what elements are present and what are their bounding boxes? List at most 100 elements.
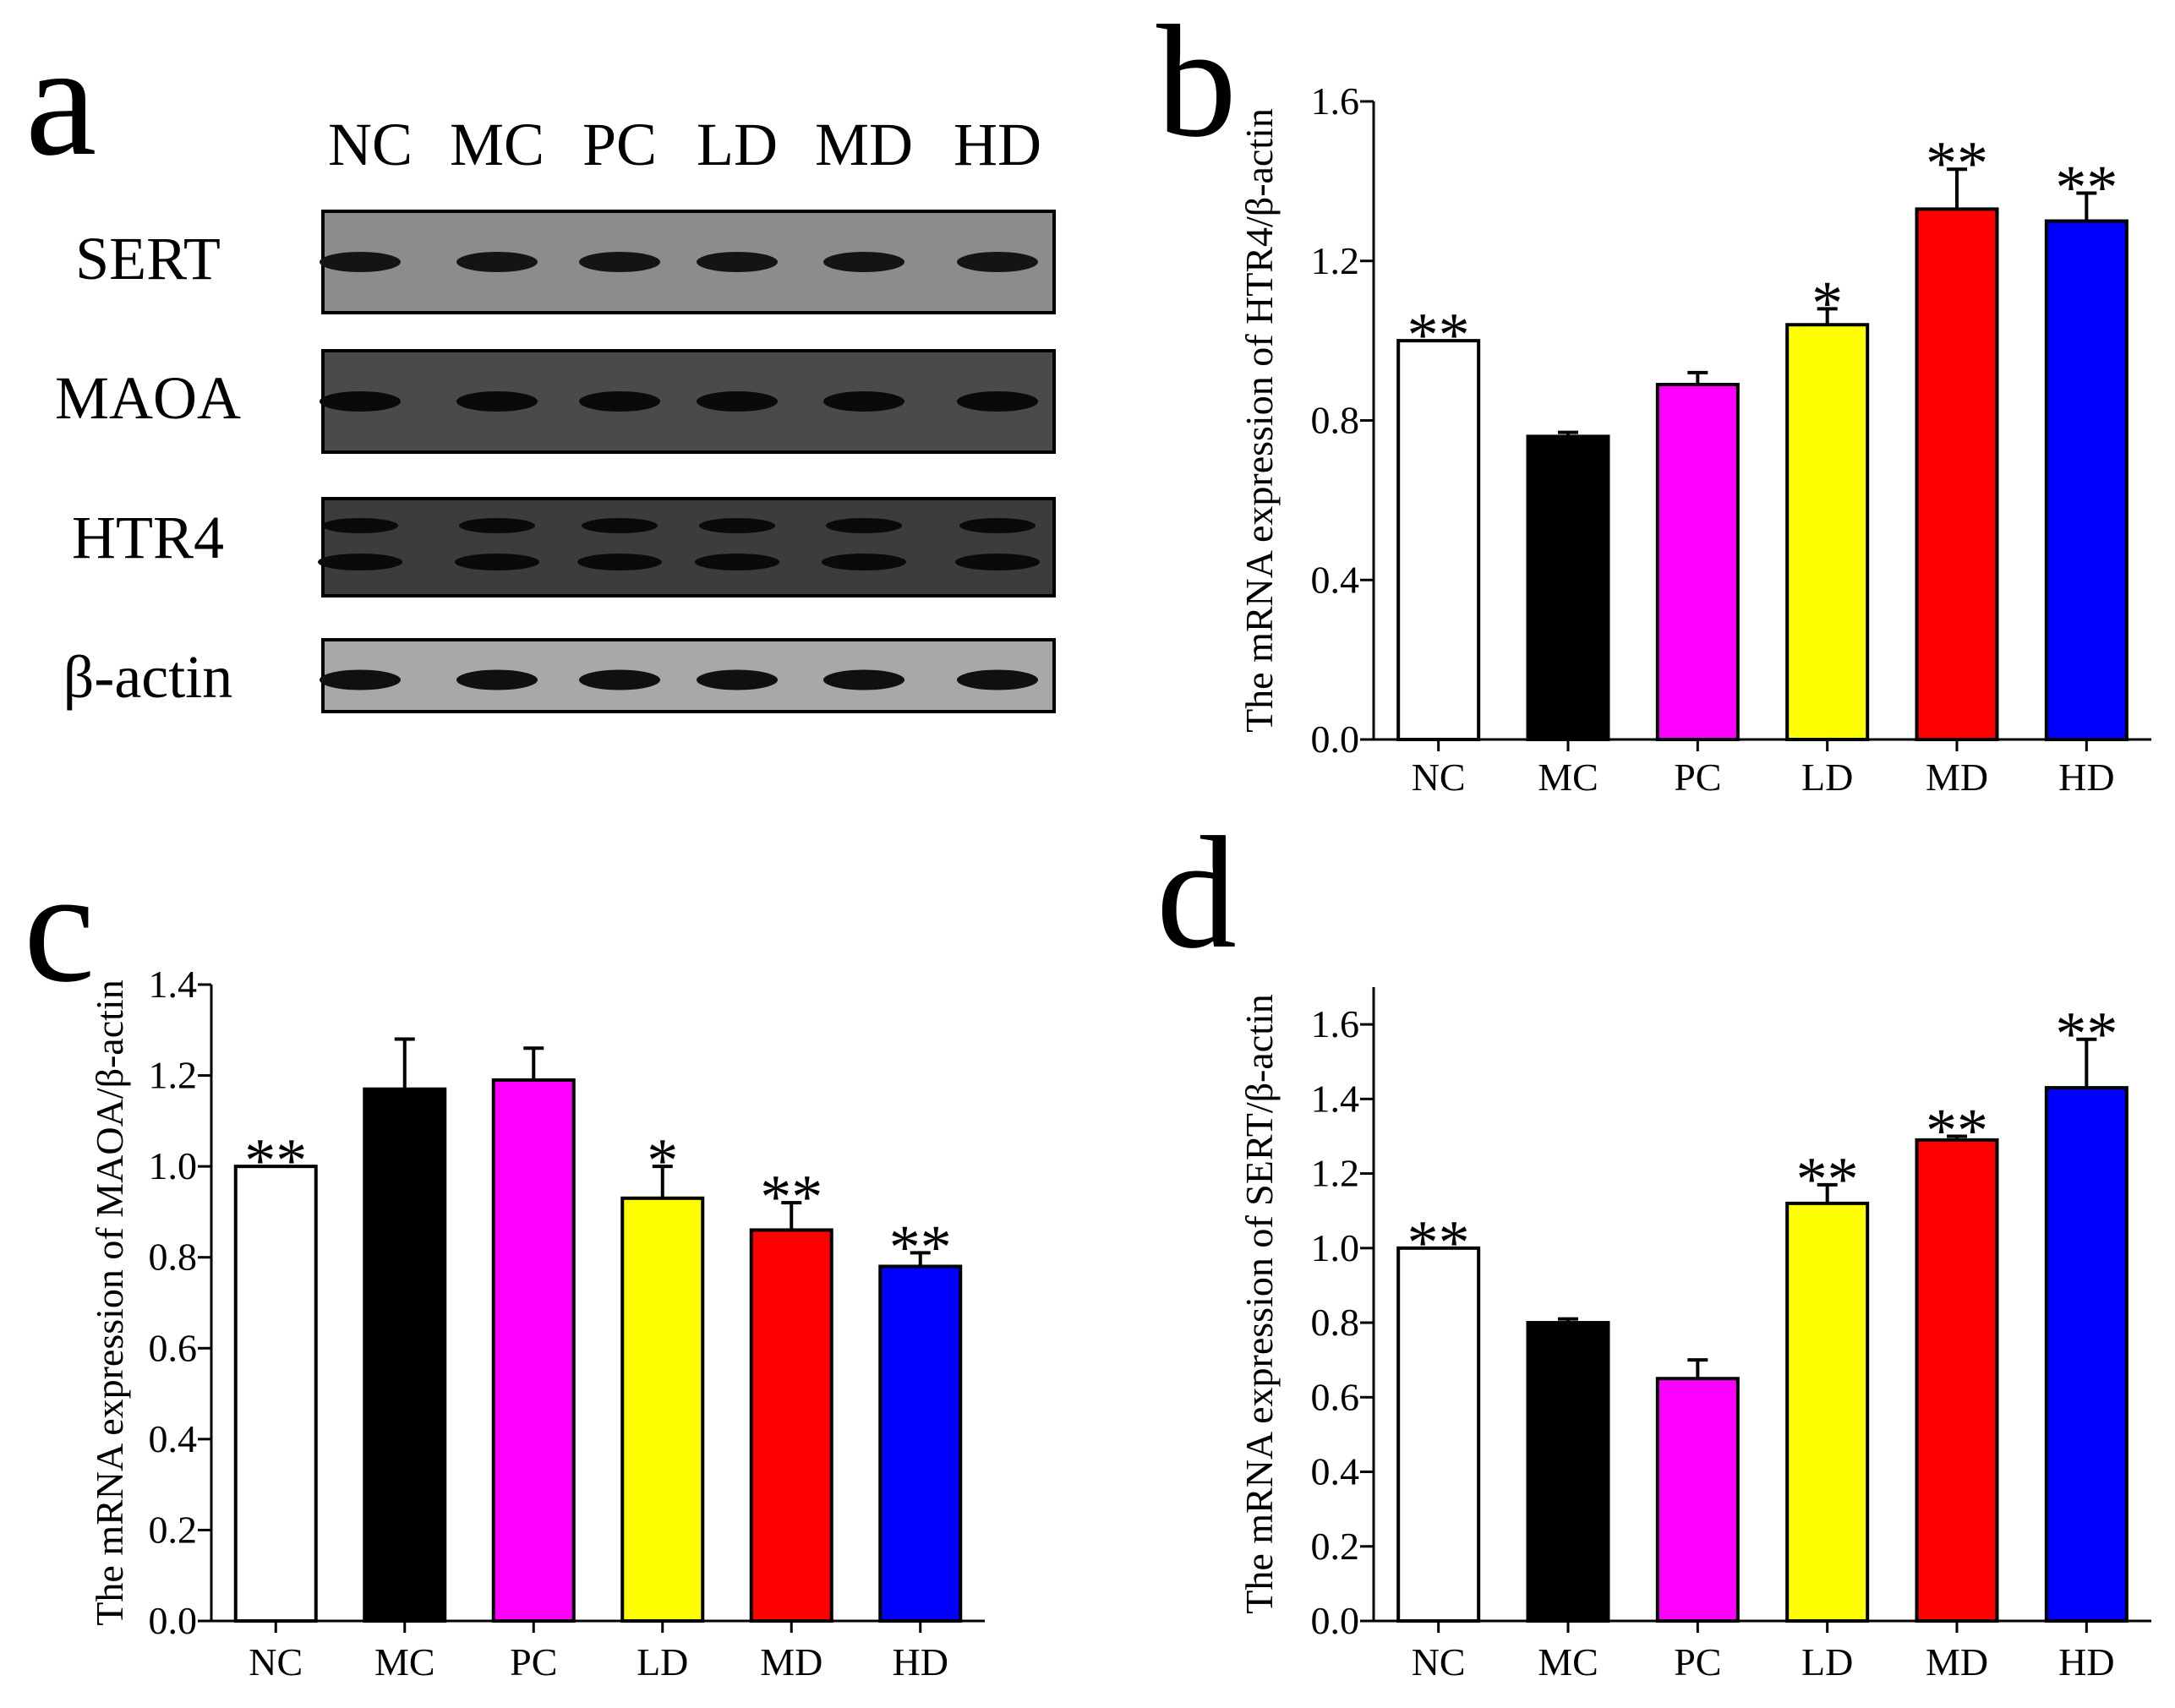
western-blot-panel: NC MC PC LD MD HD SERT MAOA HTR4 β-actin bbox=[55, 111, 1056, 713]
blot-band-maoa-ld bbox=[697, 391, 778, 412]
blot-strip-sert bbox=[321, 210, 1056, 314]
blot-band-sert-nc bbox=[320, 252, 401, 272]
blot-band-maoa-nc bbox=[320, 391, 401, 412]
bar-mc bbox=[1526, 434, 1610, 741]
x-tick-label-md: MD bbox=[1926, 756, 1988, 799]
y-tick-label: 0.8 bbox=[149, 1236, 198, 1279]
bar-pc bbox=[491, 1078, 576, 1623]
x-tick-label-md: MD bbox=[760, 1640, 822, 1683]
x-tick-label-ld: LD bbox=[637, 1640, 688, 1683]
blot-band-sert-pc bbox=[579, 252, 660, 272]
blot-band-htr4-lower-ld bbox=[695, 554, 779, 570]
significance-nc: ** bbox=[1407, 301, 1470, 370]
y-tick-label: 0.2 bbox=[1311, 1525, 1360, 1568]
bar-md bbox=[1915, 207, 1999, 741]
y-tick-label: 1.6 bbox=[1311, 1002, 1360, 1045]
bar-ld bbox=[1785, 1201, 1870, 1623]
blot-strip-htr4 bbox=[321, 497, 1056, 598]
x-tick-label-mc: MC bbox=[1538, 1640, 1598, 1683]
y-axis-label: The mRNA expression of MAOA/β-actin bbox=[88, 980, 131, 1625]
blot-band-sert-md bbox=[823, 252, 904, 272]
bar-hd bbox=[2044, 1086, 2129, 1623]
blot-band-beta-actin-nc bbox=[320, 669, 401, 690]
bar-pc bbox=[1655, 1377, 1740, 1623]
panel-label-c: c bbox=[24, 838, 95, 1016]
y-tick-label: 0.8 bbox=[1311, 1301, 1360, 1344]
blot-band-beta-actin-mc bbox=[456, 669, 538, 690]
x-tick-label-hd: HD bbox=[893, 1640, 948, 1683]
bar-ld bbox=[1785, 323, 1870, 741]
row-label-beta-actin: β-actin bbox=[63, 643, 233, 711]
blot-band-sert-hd bbox=[957, 252, 1038, 272]
row-label-sert: SERT bbox=[75, 225, 221, 292]
y-tick-label: 0.2 bbox=[149, 1508, 198, 1551]
lane-label-mc: MC bbox=[450, 111, 544, 178]
x-tick-label-mc: MC bbox=[1538, 756, 1598, 799]
blot-band-htr4-upper-hd bbox=[959, 518, 1036, 533]
x-tick-label-ld: LD bbox=[1801, 756, 1853, 799]
significance-md: ** bbox=[760, 1163, 822, 1232]
x-tick-label-pc: PC bbox=[1674, 756, 1721, 799]
y-tick-label: 1.2 bbox=[149, 1054, 198, 1097]
bar-nc bbox=[1396, 339, 1481, 741]
y-tick-label: 1.4 bbox=[149, 963, 198, 1006]
blot-strip-maoa bbox=[321, 349, 1056, 454]
bar-hd bbox=[878, 1264, 963, 1623]
blot-band-htr4-lower-nc bbox=[318, 554, 402, 570]
blot-band-beta-actin-hd bbox=[957, 669, 1038, 690]
x-tick-label-nc: NC bbox=[1412, 756, 1466, 799]
blot-band-maoa-pc bbox=[579, 391, 660, 412]
y-axis-label: The mRNA expression of HTR4/β-actin bbox=[1238, 108, 1281, 733]
y-tick-label: 0.0 bbox=[1311, 1599, 1360, 1642]
htr4-chart: 0.0 0.4 0.8 1.2 1.6 The mRNA expression of HT… bbox=[1238, 79, 2151, 799]
blot-band-beta-actin-pc bbox=[579, 669, 660, 690]
panel-label-d: d bbox=[1156, 805, 1237, 982]
y-tick-label: 0.4 bbox=[1311, 558, 1360, 601]
y-tick-label: 0.4 bbox=[149, 1417, 198, 1460]
blot-band-htr4-upper-md bbox=[826, 518, 902, 533]
x-tick-label-hd: HD bbox=[2058, 756, 2114, 799]
blot-band-beta-actin-ld bbox=[697, 669, 778, 690]
y-tick-label: 1.4 bbox=[1311, 1077, 1360, 1120]
blot-band-sert-ld bbox=[697, 252, 778, 272]
row-label-htr4: HTR4 bbox=[72, 504, 224, 571]
significance-ld: * bbox=[1812, 269, 1843, 338]
panel-label-b: b bbox=[1156, 0, 1237, 171]
blot-band-htr4-upper-pc bbox=[582, 518, 658, 533]
sert-chart: 0.0 0.2 0.4 0.6 0.8 1.0 1.2 1.4 1.6 The mRNA expr… bbox=[1238, 987, 2151, 1683]
x-tick-label-nc: NC bbox=[249, 1640, 303, 1683]
blot-band-htr4-lower-md bbox=[822, 554, 906, 570]
x-tick-label-pc: PC bbox=[510, 1640, 557, 1683]
y-tick-label: 0.0 bbox=[149, 1599, 198, 1642]
y-tick-label: 0.4 bbox=[1311, 1450, 1360, 1493]
panel-label-a: a bbox=[25, 12, 96, 189]
significance-md: ** bbox=[1926, 1096, 1988, 1165]
row-label-maoa: MAOA bbox=[55, 364, 241, 432]
x-tick-label-pc: PC bbox=[1674, 1640, 1721, 1683]
x-tick-label-ld: LD bbox=[1801, 1640, 1853, 1683]
x-tick-label-hd: HD bbox=[2058, 1640, 2114, 1683]
y-tick-label: 1.0 bbox=[1311, 1226, 1360, 1269]
x-tick-label-md: MD bbox=[1926, 1640, 1988, 1683]
bar-md bbox=[1915, 1138, 1999, 1623]
bar-md bbox=[749, 1228, 833, 1623]
blot-band-htr4-lower-mc bbox=[455, 554, 539, 570]
blot-band-htr4-upper-mc bbox=[459, 518, 535, 533]
significance-md: ** bbox=[1926, 129, 1988, 199]
blot-strip-beta-actin bbox=[321, 638, 1056, 713]
x-tick-label-nc: NC bbox=[1412, 1640, 1466, 1683]
y-tick-label: 1.6 bbox=[1311, 79, 1360, 123]
significance-nc: ** bbox=[1407, 1209, 1470, 1278]
y-axis-label: The mRNA expression of SERT/β-actin bbox=[1238, 994, 1281, 1614]
blot-band-htr4-upper-nc bbox=[322, 518, 398, 533]
y-tick-label: 1.0 bbox=[149, 1144, 198, 1187]
bar-nc bbox=[1396, 1246, 1481, 1623]
lane-label-pc: PC bbox=[582, 111, 657, 178]
y-tick-label: 0.6 bbox=[1311, 1375, 1360, 1418]
blot-band-sert-mc bbox=[456, 252, 538, 272]
y-tick-label: 1.2 bbox=[1311, 239, 1360, 282]
significance-ld: ** bbox=[1796, 1145, 1859, 1214]
lane-label-nc: NC bbox=[328, 111, 413, 178]
blot-band-beta-actin-md bbox=[823, 669, 904, 690]
